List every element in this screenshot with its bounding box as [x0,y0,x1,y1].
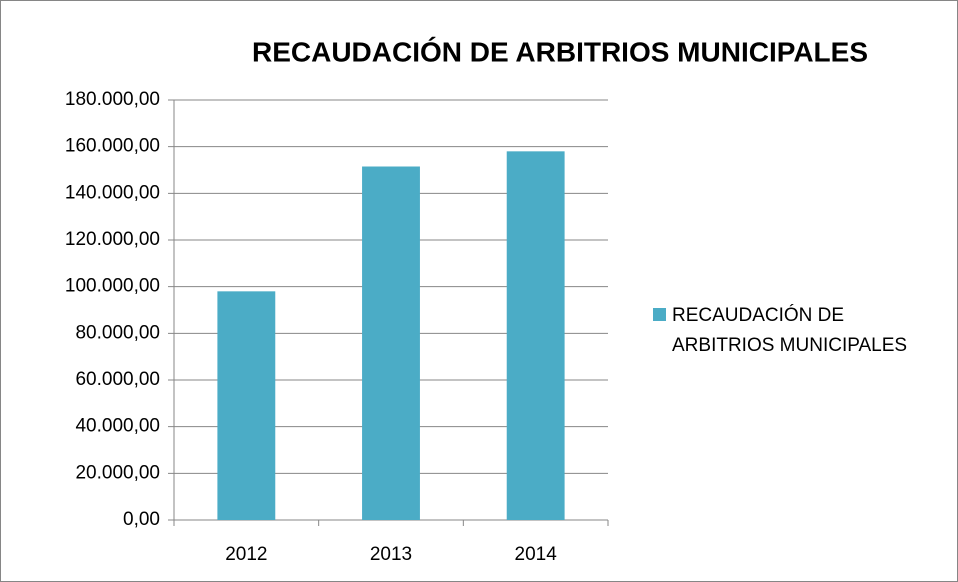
x-tick-label: 2014 [515,544,558,565]
y-tick-label: 0,00 [123,509,160,530]
bar [217,291,276,520]
legend-label: RECAUDACIÓN DE ARBITRIOS MUNICIPALES [672,305,908,356]
legend-swatch [653,308,666,321]
y-tick-label: 160.000,00 [65,136,160,157]
y-tick-label: 120.000,00 [65,229,160,250]
y-tick-label: 100.000,00 [65,276,160,297]
y-tick-label: 40.000,00 [75,416,160,437]
y-tick-label: 20.000,00 [75,462,160,483]
bar [506,151,565,521]
y-tick-label: 140.000,00 [65,182,160,203]
x-tick-label: 2012 [225,544,267,565]
x-tick-label: 2013 [370,544,412,565]
y-tick-label: 180.000,00 [65,89,160,110]
y-tick-label: 80.000,00 [75,322,160,343]
bar [362,166,420,520]
y-tick-label: 60.000,00 [75,369,160,390]
chart-title: RECAUDACIÓN DE ARBITRIOS MUNICIPALES [252,36,868,67]
